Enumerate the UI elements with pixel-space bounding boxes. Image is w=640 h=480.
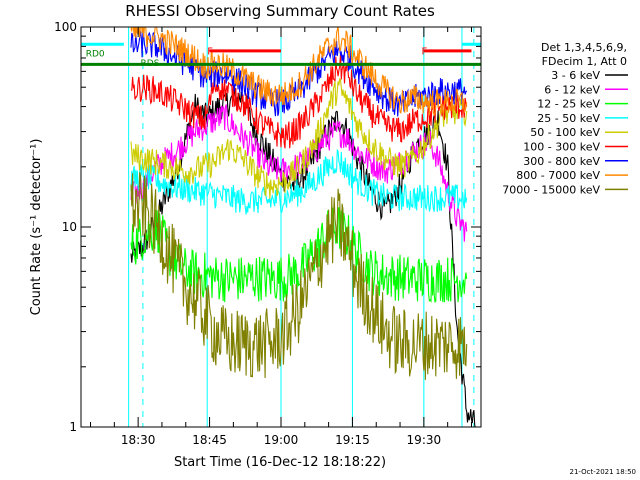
legend-label-5: 100 - 300 keV: [523, 141, 600, 154]
legend-header-line-1: Det 1,3,4,5,6,9,: [541, 41, 627, 54]
series-line-3: [130, 149, 468, 215]
footer-timestamp: 21-Oct-2021 18:50: [570, 468, 636, 476]
y-tick-label-1: 10: [62, 220, 77, 234]
x-tick-label-0: 18:30: [121, 433, 156, 447]
rdo-marker-0: RD0: [86, 50, 105, 60]
legend-label-2: 12 - 25 keV: [537, 98, 600, 111]
y-axis-label: Count Rate (s⁻¹ detector⁻¹): [29, 139, 44, 316]
series-line-0: [130, 88, 477, 427]
series-line-4: [130, 77, 468, 199]
y-tick-label-0: 1: [69, 420, 77, 434]
series-line-8: [130, 172, 468, 380]
x-axis-label: Start Time (16-Dec-12 18:18:22): [174, 455, 386, 470]
legend-label-0: 3 - 6 keV: [551, 69, 600, 82]
attenuator-marker-1: F: [421, 46, 427, 57]
chart-title: RHESSI Observing Summary Count Rates: [125, 2, 435, 20]
legend-header-line-2: FDecim 1, Att 0: [542, 55, 627, 68]
legend-label-6: 300 - 800 keV: [523, 155, 600, 168]
legend: Det 1,3,4,5,6,9, FDecim 1, Att 0 3 - 6 k…: [502, 41, 628, 196]
series-line-5: [130, 53, 468, 149]
series-line-2: [130, 207, 468, 303]
legend-label-8: 7000 - 15000 keV: [502, 183, 600, 196]
legend-label-3: 25 - 50 keV: [537, 112, 600, 125]
y-tick-label-2: 100: [54, 20, 77, 34]
legend-label-1: 6 - 12 keV: [544, 83, 600, 96]
rdo-marker-1: RDS: [141, 59, 160, 69]
x-tick-label-3: 19:15: [335, 433, 370, 447]
attenuator-marker-0: F: [207, 46, 213, 57]
legend-label-7: 800 - 7000 keV: [516, 169, 600, 182]
series-line-7: [130, 27, 468, 117]
x-tick-label-1: 18:45: [192, 433, 227, 447]
legend-label-4: 50 - 100 keV: [530, 126, 600, 139]
x-tick-label-4: 19:30: [407, 433, 442, 447]
x-tick-label-2: 19:00: [264, 433, 299, 447]
